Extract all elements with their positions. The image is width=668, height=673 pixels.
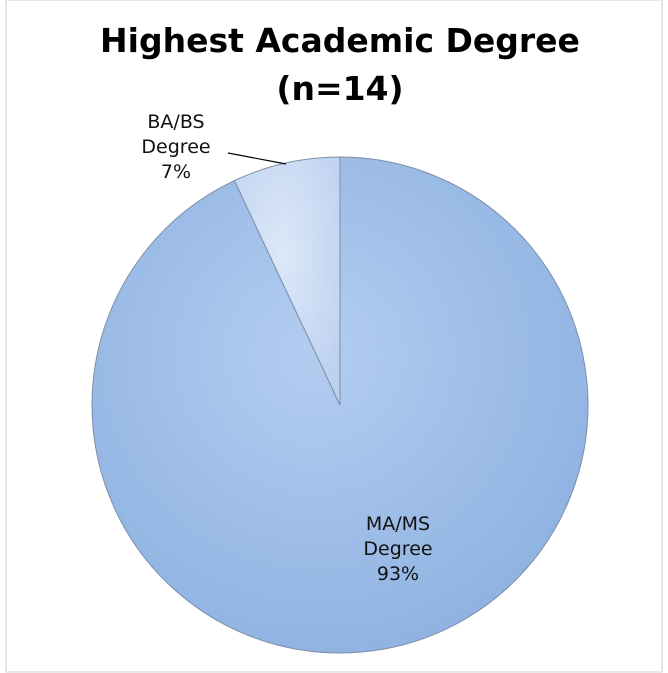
value-label: 7% [160, 161, 192, 183]
category-label: BA/BS Degree [141, 111, 211, 158]
value-label: 93% [376, 563, 420, 585]
category-label: MA/MS Degree [363, 513, 433, 560]
leader-line [227, 152, 287, 165]
chart-subtitle: (n=14) [276, 69, 403, 108]
pie-slice [233, 156, 341, 406]
slice-label: BA/BS Degree 7% [121, 110, 231, 185]
slice-label: MA/MS Degree 93% [343, 512, 453, 587]
frame [5, 0, 663, 673]
chart-title: Highest Academic Degree [100, 21, 580, 60]
